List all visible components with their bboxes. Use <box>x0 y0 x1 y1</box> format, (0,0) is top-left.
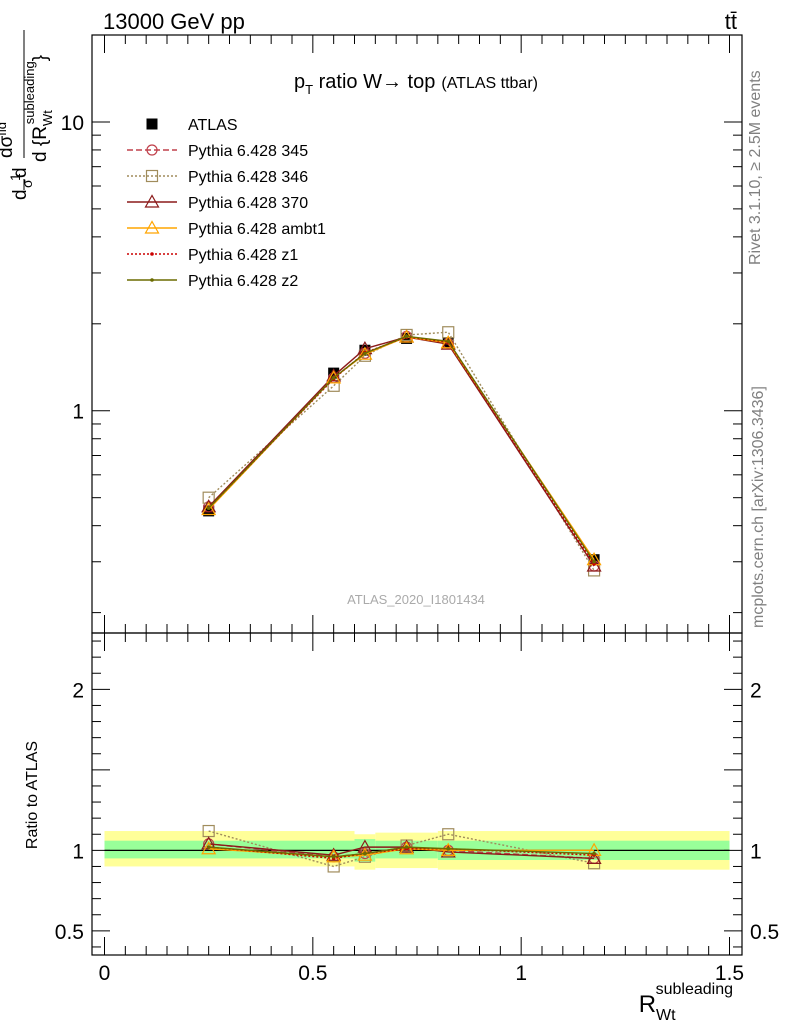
legend-marker <box>144 194 160 208</box>
legend-label: Pythia 6.428 z2 <box>188 273 298 290</box>
legend: ATLAS Pythia 6.428 345 Pythia 6.428 346 Pyt… <box>127 117 326 290</box>
x-tick-label: 1.5 <box>715 962 744 985</box>
ylabel-frac-sigma: σ <box>19 179 35 188</box>
ratio-frame <box>91 632 743 956</box>
ratio-data-point <box>358 850 372 863</box>
main-series-line <box>208 335 595 563</box>
ratio-data-point <box>446 846 451 851</box>
ratio-y-tick-label-right: 0.5 <box>750 921 779 944</box>
ratio-data-point <box>586 850 602 865</box>
ratio-data-point <box>442 828 455 841</box>
ratio-data-point <box>331 854 336 859</box>
legend-label: Pythia 6.428 346 <box>188 169 308 186</box>
main-data-point <box>363 351 367 356</box>
ratio-data-point <box>363 851 367 856</box>
main-data-point <box>446 339 451 344</box>
ratio-panel: 0.5 0.5 1 1 2 2 0 0.5 1 1.5 Ratio to ATLAS <box>24 632 779 985</box>
main-y-axis-label: d 1 σ d dσfid d {RWtsubleading} <box>0 30 55 200</box>
ylabel-frac-d: d <box>10 189 31 200</box>
ylabel-denominator: d {RWtsubleading} <box>22 55 55 162</box>
main-data-point <box>592 559 596 564</box>
ratio-y-axis-label: Ratio to ATLAS <box>24 741 41 849</box>
main-y-tick-label: 10 <box>61 112 84 135</box>
ratio-series-line <box>208 843 595 860</box>
legend-label: Pythia 6.428 z1 <box>188 247 298 264</box>
ratio-y-tick-label: 2 <box>72 679 84 702</box>
x-tick-label: 0 <box>99 962 111 985</box>
main-data-point <box>201 501 217 516</box>
main-series-line <box>208 335 595 567</box>
ratio-data-point <box>327 860 340 873</box>
main-y-tick-label: 1 <box>72 401 84 424</box>
main-data-point <box>440 336 456 350</box>
rivet-label: Rivet 3.1.10, ≥ 2.5M events <box>747 70 764 265</box>
main-data-point <box>357 346 373 360</box>
ratio-data-point <box>206 845 211 849</box>
legend-marker <box>146 118 158 130</box>
mcplots-label: mcplots.cern.ch [arXiv:1306.3436] <box>750 386 767 628</box>
x-tick-label: 0.5 <box>298 962 327 985</box>
ratio-data-point <box>592 851 596 856</box>
legend-marker <box>144 220 160 234</box>
main-panel: 1 10 pT ratio W→ top (ATLAS ttbar) ATLAS Py… <box>0 30 743 634</box>
main-data-point <box>440 335 456 349</box>
ratio-series-line <box>208 830 595 868</box>
process-label: tt̄ <box>725 9 737 34</box>
legend-label: ATLAS <box>188 117 238 134</box>
ratio-data-point <box>440 842 456 856</box>
ylabel-d2: d <box>10 167 31 178</box>
ratio-series-line <box>208 846 595 858</box>
main-data-point <box>331 376 336 380</box>
ylabel-dsigma: dσfid <box>0 122 17 158</box>
main-series-line <box>208 336 595 567</box>
main-series-line <box>208 331 595 571</box>
plot-title: pT ratio W→ top (ATLAS ttbar) <box>294 71 538 97</box>
x-tick-label: 1 <box>515 962 527 985</box>
legend-label: Pythia 6.428 ambt1 <box>188 221 326 238</box>
ratio-y-tick-label: 1 <box>72 840 84 863</box>
ratio-data-point <box>404 845 409 849</box>
ratio-y-tick-label: 0.5 <box>55 921 84 944</box>
legend-marker <box>146 144 158 156</box>
legend-label: Pythia 6.428 370 <box>188 195 308 212</box>
energy-label: 13000 GeV pp <box>103 9 245 34</box>
main-data-point <box>206 506 211 510</box>
ratio-data-point <box>399 839 415 853</box>
ratio-y-tick-label-right: 2 <box>750 679 762 702</box>
legend-marker <box>150 252 154 256</box>
main-data-point <box>203 505 215 517</box>
legend-marker <box>150 278 154 282</box>
analysis-label: ATLAS_2020_I1801434 <box>347 592 485 607</box>
legend-label: Pythia 6.428 345 <box>188 143 308 160</box>
main-data-point <box>326 370 342 384</box>
main-data-point <box>404 334 409 339</box>
ylabel-frac-one: 1 <box>7 173 23 181</box>
ratio-data-point <box>440 844 456 858</box>
legend-marker <box>145 169 159 183</box>
x-axis-label: RWtsubleading <box>639 981 733 1024</box>
main-series-line <box>208 336 595 565</box>
main-data-point <box>358 349 372 362</box>
ratio-y-tick-label-right: 1 <box>750 840 762 863</box>
